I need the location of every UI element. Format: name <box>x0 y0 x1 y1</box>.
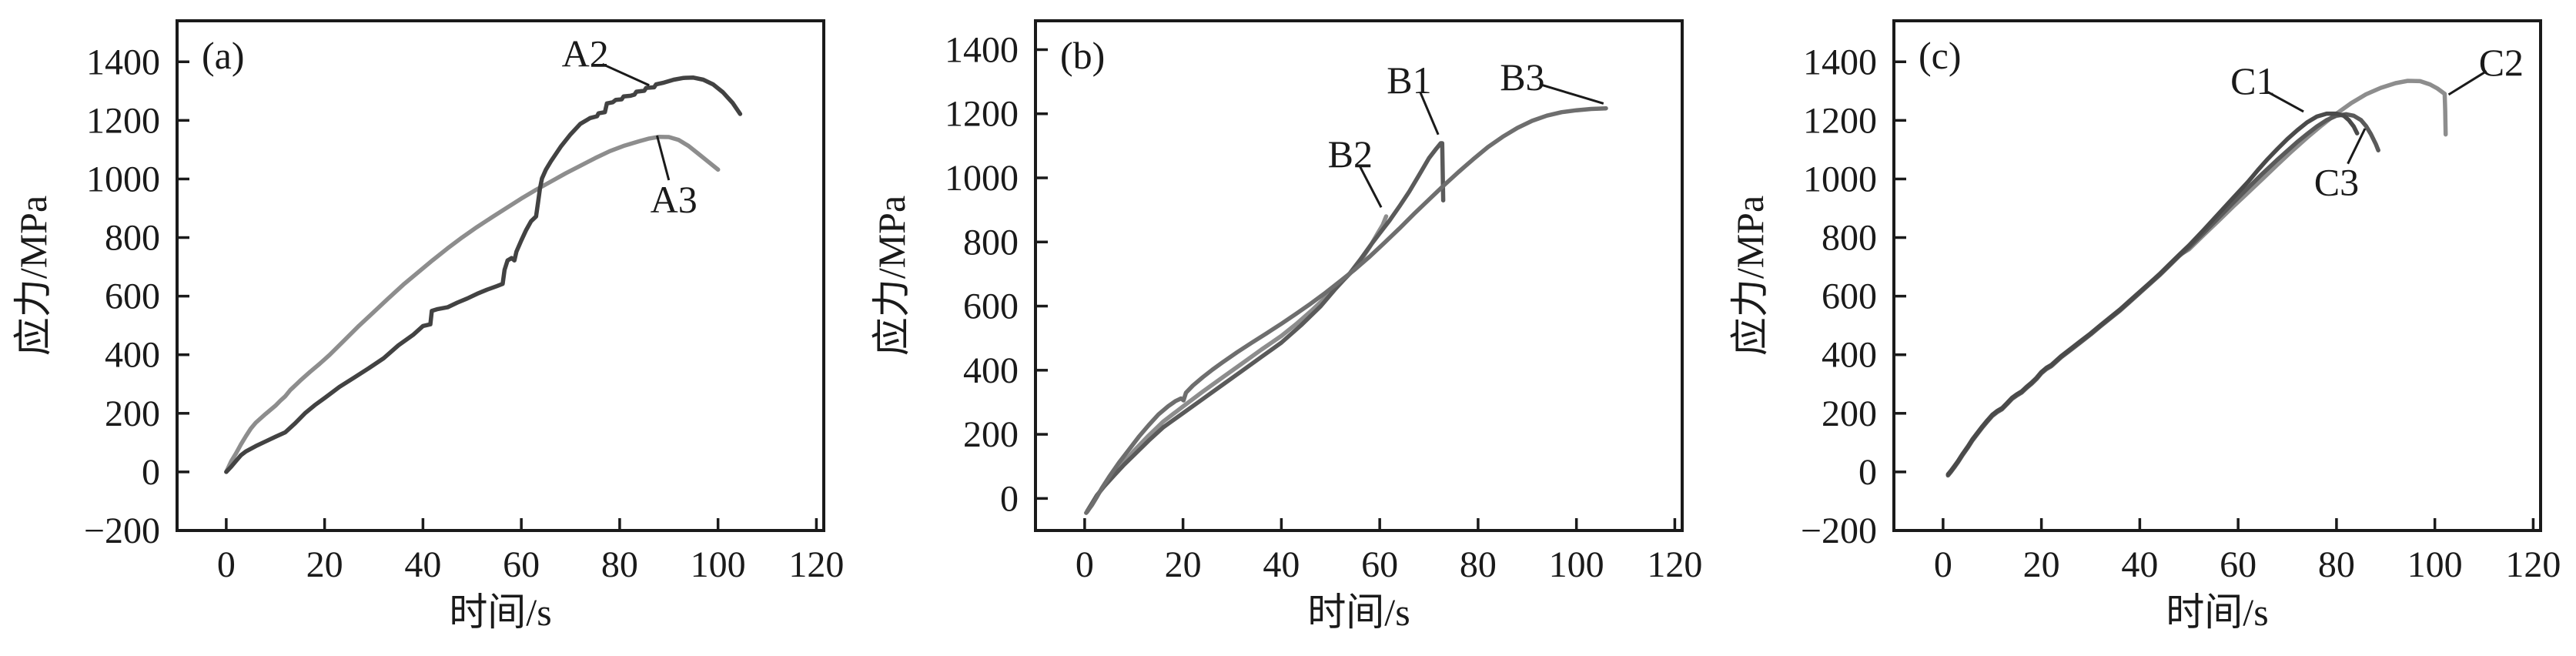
y-tick-label: 0 <box>1000 478 1019 519</box>
y-tick-label: 0 <box>142 452 160 493</box>
y-tick-label: 1000 <box>1803 159 1877 199</box>
x-tick-label: 0 <box>1934 544 1952 585</box>
y-tick-label: 800 <box>963 222 1019 263</box>
leader-line-C3 <box>2347 128 2367 165</box>
x-tick-label: 120 <box>1647 544 1702 585</box>
x-tick-label: 80 <box>1460 544 1497 585</box>
series-line-B1 <box>1085 141 1446 514</box>
x-tick-label: 80 <box>601 544 638 585</box>
series-line-C2 <box>1945 79 2448 477</box>
series-label-C1: C1 <box>2230 59 2275 102</box>
series-label-B1: B1 <box>1387 59 1431 102</box>
series-label-C2: C2 <box>2479 41 2524 84</box>
y-tick-label: 600 <box>963 286 1019 327</box>
y-tick-label: 400 <box>1822 335 1877 376</box>
y-tick-label: 1400 <box>86 42 160 82</box>
x-tick-label: 80 <box>2318 544 2355 585</box>
x-tick-label: 120 <box>788 544 844 585</box>
leader-line-B3 <box>1539 83 1604 105</box>
chart-svg-a: 0 20 40 60 80 100 120 −200 0 200 400 600 800 1000 1200… <box>12 19 844 634</box>
x-tick-label: 120 <box>2505 544 2561 585</box>
leader-line-C2 <box>2447 70 2487 96</box>
chart-panel-b: 0 20 40 60 80 100 120 0 200 400 600 800 1000 1200 1400… <box>858 0 1717 656</box>
x-tick-label: 40 <box>2121 544 2158 585</box>
chart-svg-b: 0 20 40 60 80 100 1200200400600800100012001400… <box>870 19 1702 634</box>
series-label-A2: A2 <box>562 32 609 75</box>
y-tick-label: −200 <box>84 510 160 551</box>
series-label-C3: C3 <box>2314 160 2359 203</box>
chart-panel-c: 0 20 40 60 80 100 120 −200 0 200 400 600 800 1000 1200… <box>1717 0 2576 656</box>
x-tick-label: 20 <box>1165 544 1202 585</box>
x-axis-title: 时间/s <box>449 591 551 634</box>
y-tick-label: 0 <box>1858 452 1877 493</box>
y-tick-label: 200 <box>105 393 160 434</box>
y-tick-label: 600 <box>1822 276 1877 317</box>
x-tick-label: 0 <box>1076 544 1094 585</box>
x-tick-label: 100 <box>2407 544 2463 585</box>
series-label-B3: B3 <box>1500 55 1544 99</box>
x-tick-label: 40 <box>1263 544 1300 585</box>
panel-label: (c) <box>1919 34 1962 77</box>
y-axis-title: 应力/MPa <box>1728 196 1771 356</box>
y-tick-label: 400 <box>105 335 160 376</box>
y-tick-label: 1000 <box>86 159 160 199</box>
y-tick-label: 1400 <box>1803 42 1877 82</box>
x-axis-title: 时间/s <box>2166 591 2268 634</box>
x-tick-label: 100 <box>1549 544 1604 585</box>
chart-svg-c: 0 20 40 60 80 100 120 −200 0 200 400 600 800 1000 1200… <box>1728 19 2561 634</box>
chart-panel-a: 0 20 40 60 80 100 120 −200 0 200 400 600 800 1000 1200… <box>0 0 858 656</box>
leader-line-B2 <box>1359 166 1383 209</box>
plot-frame <box>1034 19 1684 532</box>
y-tick-label: 1200 <box>945 94 1019 135</box>
plot-frame <box>176 19 825 532</box>
panel-label: (b) <box>1060 34 1105 77</box>
y-tick-label: 200 <box>1822 393 1877 434</box>
y-axis-title: 应力/MPa <box>12 196 55 356</box>
x-tick-label: 20 <box>2023 544 2060 585</box>
leader-line-B1 <box>1419 92 1440 136</box>
y-tick-label: 600 <box>105 276 160 317</box>
y-tick-label: 400 <box>963 350 1019 391</box>
x-tick-label: 60 <box>503 544 540 585</box>
leader-line-C1 <box>2267 91 2304 113</box>
leader-line-A2 <box>601 62 650 87</box>
series-line-A2 <box>224 75 743 474</box>
series-line-C1 <box>1945 111 2360 477</box>
y-tick-label: 800 <box>1822 218 1877 259</box>
plot-frame <box>1892 19 2542 532</box>
y-tick-label: 1200 <box>1803 100 1877 141</box>
y-tick-label: −200 <box>1801 510 1877 551</box>
y-tick-label: 200 <box>963 414 1019 455</box>
x-tick-label: 60 <box>2220 544 2257 585</box>
y-tick-label: 1200 <box>86 100 160 141</box>
series-line-B2 <box>1085 214 1389 514</box>
series-label-B2: B2 <box>1328 132 1373 176</box>
series-line-A3 <box>224 134 721 474</box>
y-tick-label: 1400 <box>945 29 1019 70</box>
leader-line-A3 <box>656 135 671 181</box>
y-tick-label: 800 <box>105 218 160 259</box>
series-line-B3 <box>1084 105 1608 515</box>
y-axis-title: 应力/MPa <box>870 196 913 356</box>
x-tick-label: 60 <box>1361 544 1398 585</box>
x-tick-label: 100 <box>691 544 746 585</box>
x-tick-label: 0 <box>217 544 236 585</box>
panel-label: (a) <box>202 34 245 77</box>
x-tick-label: 40 <box>404 544 441 585</box>
x-tick-label: 20 <box>306 544 343 585</box>
y-tick-label: 1000 <box>945 158 1019 199</box>
x-axis-title: 时间/s <box>1307 591 1410 634</box>
series-label-A3: A3 <box>651 178 698 221</box>
